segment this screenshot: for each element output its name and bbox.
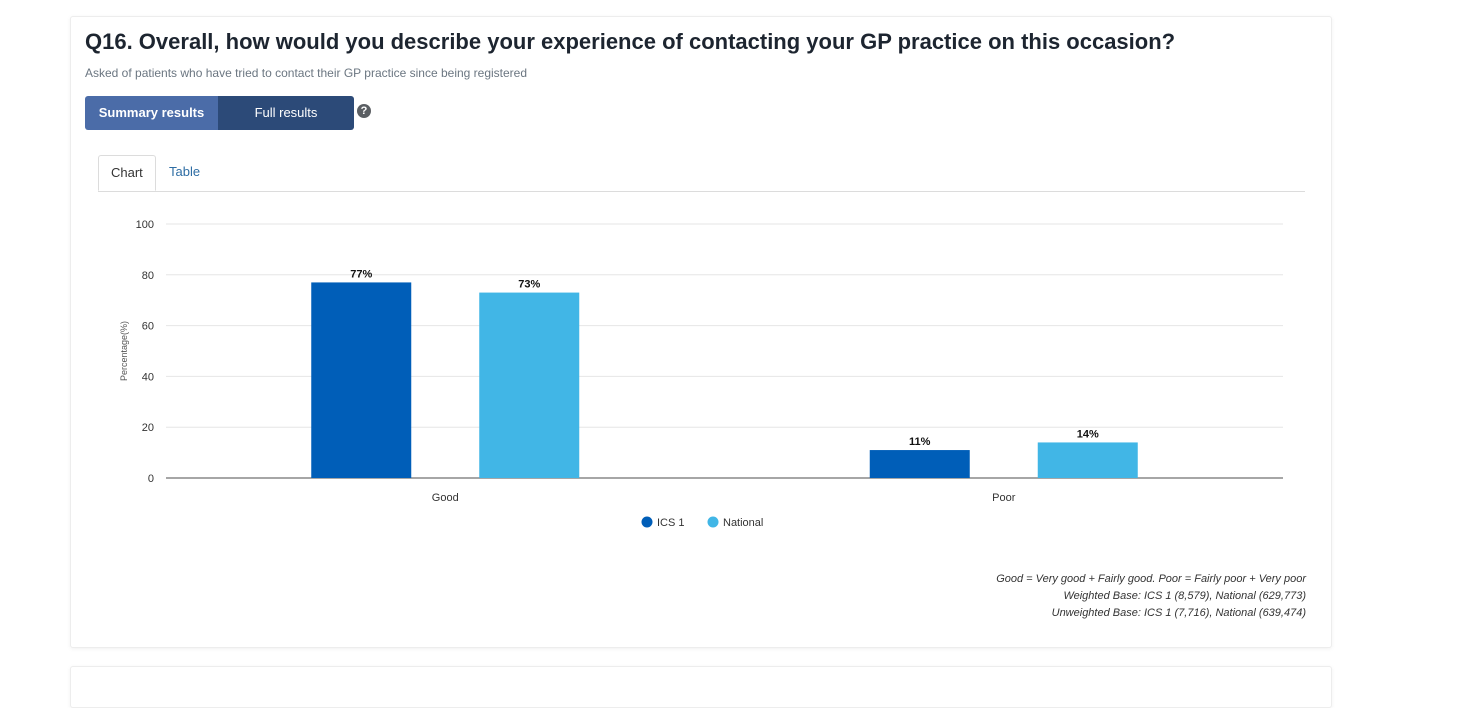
y-tick-label: 80 [142,270,154,282]
bar-data-label: 73% [518,279,540,291]
unweighted-base-note: Unweighted Base: ICS 1 (7,716), National… [1051,607,1306,619]
y-tick-label: 0 [148,473,154,485]
x-tick-label: Good [432,492,459,504]
view-tabs: Chart Table [98,155,1305,192]
x-tick-label: Poor [992,492,1016,504]
bar [1037,442,1138,478]
y-tick-label: 20 [142,422,154,434]
tab-chart[interactable]: Chart [98,155,156,191]
y-tick-label: 60 [142,321,154,333]
results-toggle: Summary results Full results [85,96,354,130]
tab-table[interactable]: Table [169,164,201,179]
y-tick-label: 40 [142,371,154,383]
legend-label: ICS 1 [657,517,685,529]
bar [311,282,412,478]
bar-chart: 0 20 40 60 80 100 Percentage(%) 77% 73% Good 11% 14… [119,219,1283,529]
question-card: Q16. Overall, how would you describe you… [70,16,1332,648]
definition-note: Good = Very good + Fairly good. Poor = F… [996,573,1306,585]
summary-results-button[interactable]: Summary results [85,96,218,130]
bar-data-label: 11% [909,436,931,448]
legend-label: National [723,517,763,529]
full-results-button[interactable]: Full results [218,96,354,130]
bar [479,292,580,478]
question-circle-icon[interactable]: ? [357,104,371,118]
question-title: Q16. Overall, how would you describe you… [85,29,1176,54]
bar-data-label: 77% [350,268,372,280]
y-tick-label: 100 [136,219,154,231]
legend-marker [641,516,653,528]
question-subtitle: Asked of patients who have tried to cont… [85,66,528,80]
y-axis-label: Percentage(%) [119,321,129,381]
legend-marker [707,516,719,528]
bar-data-label: 14% [1077,428,1099,440]
bar [869,450,970,478]
next-question-card [70,666,1332,708]
weighted-base-note: Weighted Base: ICS 1 (8,579), National (… [1063,590,1306,602]
